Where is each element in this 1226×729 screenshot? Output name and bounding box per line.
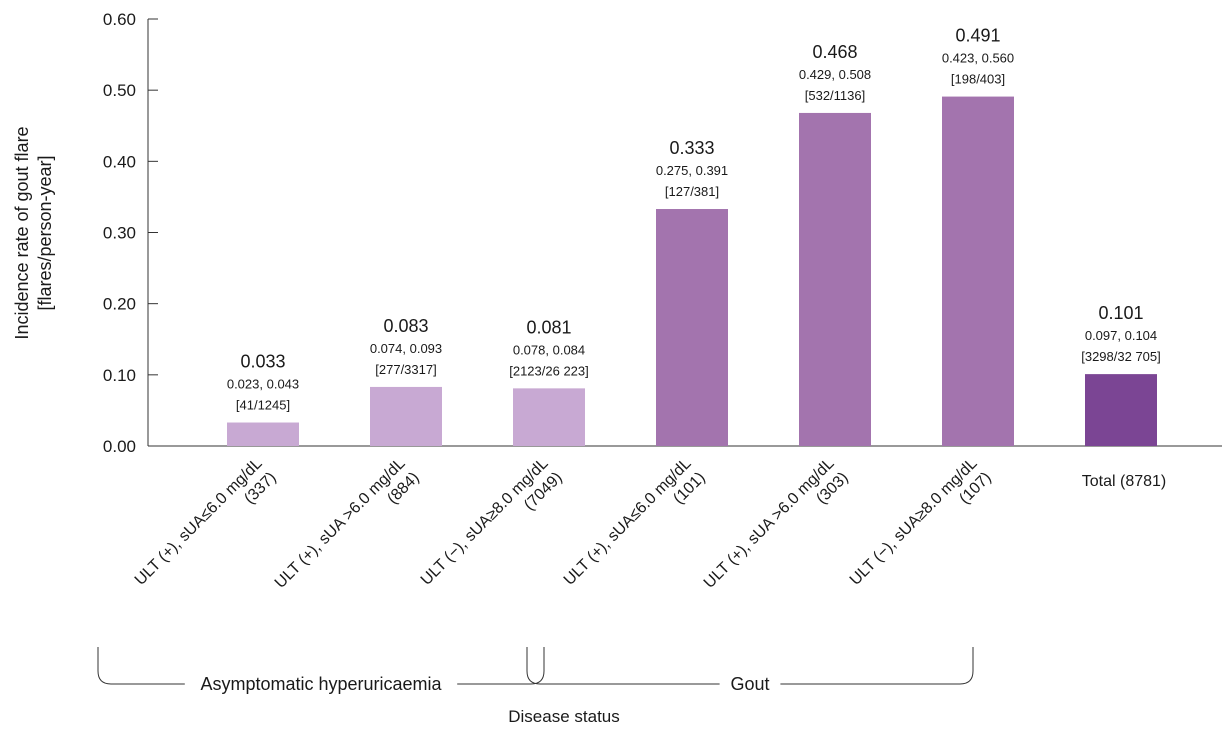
- group-bracket: [97, 647, 545, 685]
- bar-ci-label: 0.023, 0.043: [227, 377, 299, 392]
- bar-events-label: [127/381]: [665, 184, 719, 199]
- x-category-label-line1: ULT (+), sUA >6.0 mg/dL: [701, 455, 838, 592]
- x-category-label-line1: ULT (+), sUA >6.0 mg/dL: [272, 455, 409, 592]
- bars: 0.033 0.023, 0.043 [41/1245] 0.083 0.074, 0.…: [227, 26, 1161, 447]
- bar-ci-label: 0.078, 0.084: [513, 342, 585, 357]
- bar-events-label: [532/1136]: [805, 88, 865, 103]
- bar-ci-label: 0.429, 0.508: [799, 67, 871, 82]
- bar: [227, 422, 299, 446]
- bar-ci-label: 0.423, 0.560: [942, 51, 1014, 66]
- bar-value-label: 0.081: [526, 317, 571, 337]
- group-label: Gout: [730, 674, 769, 694]
- y-tick-label: 0.40: [103, 152, 136, 171]
- x-category-label-line1: ULT (−), sUA≥8.0 mg/dL: [418, 455, 552, 589]
- bar-value-label: 0.033: [240, 352, 285, 372]
- x-axis-label: Disease status: [508, 707, 620, 726]
- y-tick-label: 0.60: [103, 10, 136, 29]
- x-category-label: ULT (−), sUA≥8.0 mg/dL(7049): [418, 455, 566, 589]
- x-category-label: ULT (+), sUA >6.0 mg/dL(884): [272, 455, 423, 592]
- bar: [1085, 374, 1157, 446]
- x-category-label: ULT (+), sUA≤6.0 mg/dL(101): [561, 455, 709, 589]
- bar-value-label: 0.101: [1098, 303, 1143, 323]
- bar: [513, 388, 585, 446]
- y-axis-label-line2: [flares/person-year]: [35, 155, 55, 310]
- x-category-label-line1: ULT (−), sUA≥8.0 mg/dL: [847, 455, 981, 589]
- y-axis-label-line1: Incidence rate of gout flare: [12, 126, 32, 339]
- bar-events-label: [3298/32 705]: [1081, 349, 1161, 364]
- bar: [799, 112, 871, 446]
- bar-events-label: [198/403]: [951, 72, 1005, 87]
- y-tick-label: 0.50: [103, 81, 136, 100]
- bar: [370, 386, 442, 446]
- bar-ci-label: 0.097, 0.104: [1085, 328, 1157, 343]
- bar-events-label: [41/1245]: [236, 398, 290, 413]
- bar: [656, 209, 728, 446]
- y-tick-label: 0.00: [103, 437, 136, 456]
- bar-ci-label: 0.275, 0.391: [656, 163, 728, 178]
- bar-value-label: 0.491: [955, 26, 1000, 46]
- bar-events-label: [2123/26 223]: [509, 363, 589, 378]
- y-tick-label: 0.30: [103, 224, 136, 243]
- bar-ci-label: 0.074, 0.093: [370, 341, 442, 356]
- y-tick-label: 0.10: [103, 366, 136, 385]
- x-category-label: ULT (−), sUA≥8.0 mg/dL(107): [847, 455, 995, 589]
- x-category-label-line1: ULT (+), sUA≤6.0 mg/dL: [132, 455, 266, 589]
- bar: [942, 96, 1014, 447]
- y-tick-label: 0.20: [103, 295, 136, 314]
- x-category-label: ULT (+), sUA≤6.0 mg/dL(337): [132, 455, 280, 589]
- x-category-label: ULT (+), sUA >6.0 mg/dL(303): [701, 455, 852, 592]
- x-category-label: Total (8781): [1082, 473, 1167, 490]
- group-label: Asymptomatic hyperuricaemia: [200, 674, 442, 694]
- group-brackets: Asymptomatic hyperuricaemia Gout: [97, 647, 974, 694]
- x-category-label-line1: ULT (+), sUA≤6.0 mg/dL: [561, 455, 695, 589]
- bar-value-label: 0.083: [383, 316, 428, 336]
- bar-events-label: [277/3317]: [375, 362, 436, 377]
- bar-value-label: 0.468: [812, 42, 857, 62]
- y-axis: 0.00 0.10 0.20 0.30 0.40 0.50 0.60: [103, 10, 1222, 456]
- bar-value-label: 0.333: [669, 138, 714, 158]
- group-bracket: [526, 647, 974, 685]
- x-category-labels: ULT (+), sUA≤6.0 mg/dL(337)ULT (+), sUA …: [132, 455, 1167, 592]
